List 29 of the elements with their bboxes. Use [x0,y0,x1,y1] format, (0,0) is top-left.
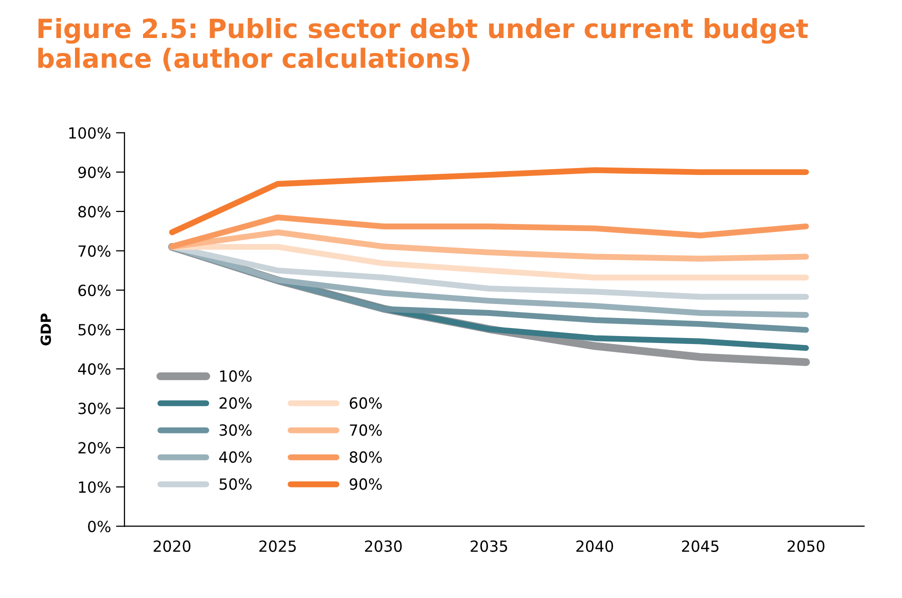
y-tick-label: 10% [79,481,110,493]
y-tick-label: 70% [78,245,110,257]
x-tick-label: 2025 [259,540,296,552]
x-tick-label: 2030 [365,540,402,552]
y-tick-label: 40% [78,363,110,375]
y-tick-label: 80% [78,206,110,218]
x-tick-label: 2035 [470,540,508,552]
legend-label: 40% [219,451,252,463]
y-tick-label: 20% [78,442,110,454]
legend-label: 30% [220,424,252,436]
y-tick-label: 50% [78,324,110,336]
y-tick-label: 100% [69,127,110,139]
x-tick-label: 2050 [788,540,824,552]
legend-label: 70% [350,424,382,436]
x-tick-label: 2040 [576,540,614,552]
legend-label: 50% [220,478,252,490]
y-tick-label: 60% [78,284,110,296]
legend-label: 90% [350,478,382,490]
legend-label: 10% [220,370,252,382]
y-axis-title: GDP [40,314,52,346]
y-tick-label: 0% [88,520,110,532]
x-tick-label: 2020 [154,540,190,552]
legend-label: 60% [350,397,382,409]
chart-title: Figure 2.5: Public sector debt under current budget balance (author calculations) [38,18,808,72]
legend-label: 80% [350,451,382,463]
x-tick-label: 2045 [682,540,718,552]
y-tick-label: 90% [78,166,110,178]
y-tick-label: 30% [78,402,110,414]
legend-label: 20% [220,397,252,409]
